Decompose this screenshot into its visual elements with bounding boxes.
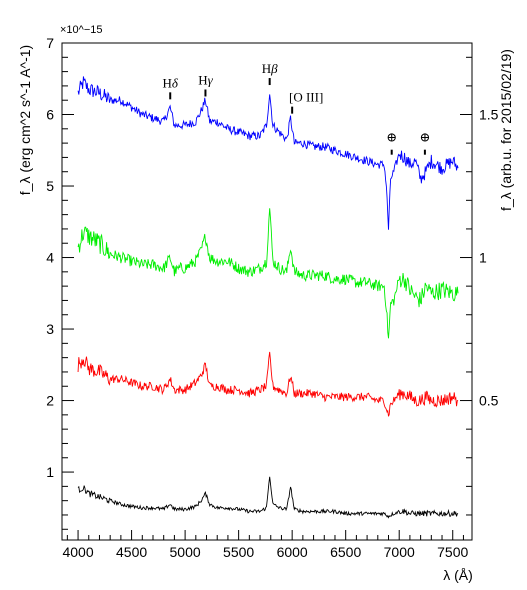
annotation-label: [O III] xyxy=(289,90,323,105)
y-axis-left: 1 2 3 4 5 6 7 xyxy=(46,35,74,530)
annotation-label: Hβ xyxy=(262,61,278,76)
y-axis-exponent: ×10^−15 xyxy=(60,24,102,36)
y-tick-label: 4 xyxy=(46,250,54,266)
y-tick-label: 6 xyxy=(46,107,54,123)
y-tick-label: 3 xyxy=(46,321,54,337)
x-tick-label: 7000 xyxy=(384,544,415,560)
y-right-tick-label: 1.5 xyxy=(479,107,499,123)
line-annotations: Hδ Hγ Hβ [O III] ⊕ ⊕ xyxy=(163,61,430,155)
y-tick-label: 2 xyxy=(46,393,54,409)
annotation-label: ⊕ xyxy=(419,130,430,145)
x-tick-label: 6000 xyxy=(277,544,308,560)
y-right-tick-label: 1 xyxy=(479,250,487,266)
y-tick-label: 5 xyxy=(46,178,54,194)
series-layer xyxy=(77,76,459,519)
x-tick-label: 4500 xyxy=(116,544,147,560)
x-tick-label: 7500 xyxy=(437,544,468,560)
x-tick-label: 5000 xyxy=(170,544,201,560)
x-tick-label: 5500 xyxy=(223,544,254,560)
y-axis-left-title: f_λ (erg cm^2 s^-1 A^-1) xyxy=(17,45,33,195)
x-axis: 4000 4500 5000 5500 6000 6500 7000 7500 xyxy=(62,530,469,560)
x-tick-label: 4000 xyxy=(62,544,93,560)
annotation-label: Hδ xyxy=(163,75,179,90)
y-tick-label: 1 xyxy=(46,464,54,480)
series-line-1 xyxy=(77,208,459,339)
y-tick-label: 7 xyxy=(46,35,54,51)
plot-frame xyxy=(61,42,473,541)
y-axis-right-title: f_λ (arb.u. for 2015/02/19) xyxy=(498,49,514,211)
y-axis-right: 0.5 1 1.5 xyxy=(460,56,499,516)
x-axis-title: λ (Å) xyxy=(443,567,473,583)
series-line-3 xyxy=(77,476,459,519)
series-line-0 xyxy=(77,76,459,230)
annotation-label: ⊕ xyxy=(386,130,397,145)
series-line-2 xyxy=(77,351,459,417)
x-tick-label: 6500 xyxy=(330,544,361,560)
y-right-tick-label: 0.5 xyxy=(479,393,499,409)
annotation-label: Hγ xyxy=(198,72,213,87)
